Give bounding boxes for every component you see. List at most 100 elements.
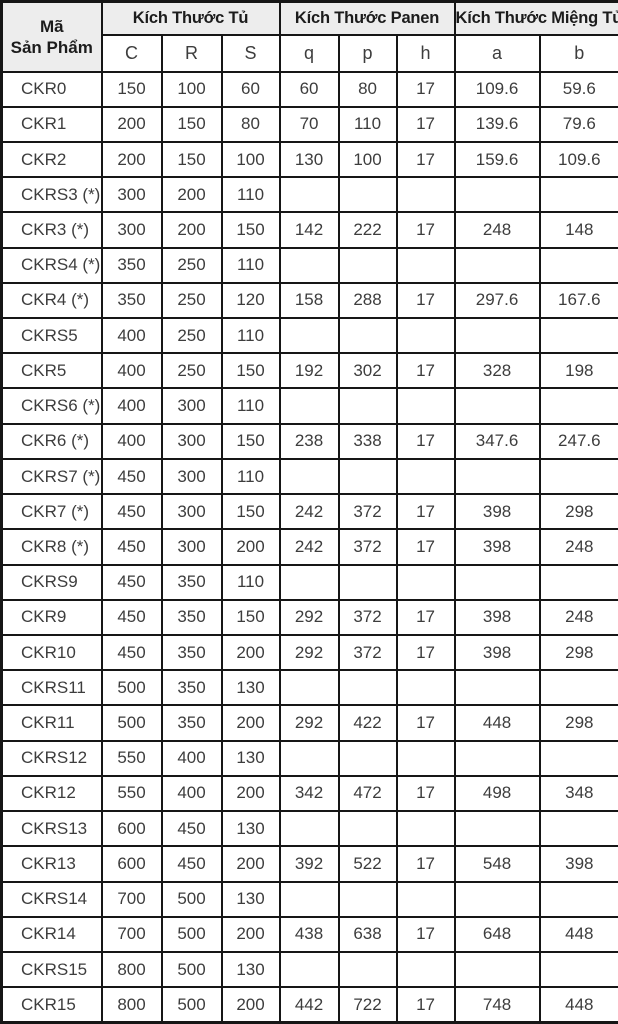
- value-cell: 17: [395, 493, 456, 531]
- value-cell: [453, 880, 541, 918]
- value-cell: 338: [337, 422, 398, 460]
- value-cell: 450: [100, 633, 163, 672]
- value-cell: 500: [100, 704, 163, 742]
- value-cell: 17: [395, 774, 456, 813]
- value-cell: 159.6: [453, 140, 541, 179]
- value-cell: 120: [220, 281, 281, 320]
- value-cell: 242: [278, 528, 340, 566]
- value-cell: 400: [100, 317, 163, 355]
- product-code-cell: CKR14: [0, 915, 103, 953]
- table-row: CKRS9 450 350 110: [0, 563, 618, 601]
- value-cell: 400: [100, 387, 163, 425]
- value-cell: [278, 669, 340, 707]
- value-cell: [453, 246, 541, 284]
- value-cell: [395, 457, 456, 496]
- value-cell: 150: [100, 70, 163, 108]
- value-cell: [538, 950, 618, 989]
- table-row: CKRS5 400 250 110: [0, 317, 618, 355]
- value-cell: 347.6: [453, 422, 541, 460]
- table-row: CKRS3 (*) 300 200 110: [0, 176, 618, 214]
- column-header-a: a: [453, 33, 541, 73]
- value-cell: 700: [100, 880, 163, 918]
- value-cell: 17: [395, 70, 456, 108]
- value-cell: [538, 563, 618, 601]
- value-cell: 392: [278, 845, 340, 883]
- value-cell: 372: [337, 493, 398, 531]
- value-cell: 442: [278, 986, 340, 1024]
- product-code-cell: CKR2: [0, 140, 103, 179]
- value-cell: 79.6: [538, 105, 618, 143]
- table-row: CKR3 (*) 300 200 150 142 222 17 248 148: [0, 211, 618, 249]
- value-cell: 100: [220, 140, 281, 179]
- value-cell: 300: [160, 493, 223, 531]
- value-cell: [395, 563, 456, 601]
- value-cell: 150: [160, 105, 223, 143]
- product-code-cell: CKRS12: [0, 739, 103, 777]
- value-cell: 100: [160, 70, 223, 108]
- value-cell: 350: [100, 246, 163, 284]
- value-cell: 302: [337, 352, 398, 390]
- table-row: CKR14 700 500 200 438 638 17 648 448: [0, 915, 618, 953]
- column-header-R: R: [160, 33, 223, 73]
- value-cell: [453, 950, 541, 989]
- value-cell: [395, 317, 456, 355]
- group-header-panel-size: Kích Thước Panen: [278, 0, 456, 36]
- value-cell: 110: [220, 457, 281, 496]
- value-cell: [337, 387, 398, 425]
- value-cell: 17: [395, 140, 456, 179]
- value-cell: 348: [538, 774, 618, 813]
- value-cell: 550: [100, 739, 163, 777]
- value-cell: 130: [220, 669, 281, 707]
- value-cell: [337, 563, 398, 601]
- value-cell: 130: [220, 950, 281, 989]
- value-cell: [453, 176, 541, 214]
- value-cell: 17: [395, 915, 456, 953]
- table-row: CKRS4 (*) 350 250 110: [0, 246, 618, 284]
- value-cell: 110: [220, 387, 281, 425]
- product-code-cell: CKR11: [0, 704, 103, 742]
- value-cell: [278, 739, 340, 777]
- value-cell: [337, 669, 398, 707]
- value-cell: [337, 317, 398, 355]
- value-cell: 600: [100, 845, 163, 883]
- value-cell: 110: [220, 246, 281, 284]
- value-cell: 548: [453, 845, 541, 883]
- value-cell: 148: [538, 211, 618, 249]
- value-cell: [337, 950, 398, 989]
- value-cell: 448: [538, 986, 618, 1024]
- value-cell: 297.6: [453, 281, 541, 320]
- value-cell: 450: [160, 810, 223, 848]
- value-cell: 17: [395, 105, 456, 143]
- value-cell: 17: [395, 845, 456, 883]
- value-cell: 600: [100, 810, 163, 848]
- value-cell: 200: [220, 704, 281, 742]
- value-cell: 200: [100, 105, 163, 143]
- value-cell: 292: [278, 598, 340, 637]
- value-cell: 250: [160, 246, 223, 284]
- value-cell: [278, 563, 340, 601]
- product-code-cell: CKRS15: [0, 950, 103, 989]
- value-cell: 200: [220, 986, 281, 1024]
- product-code-header-line1: Mã: [39, 16, 64, 36]
- value-cell: 448: [538, 915, 618, 953]
- value-cell: [278, 457, 340, 496]
- value-cell: 17: [395, 422, 456, 460]
- value-cell: 398: [453, 528, 541, 566]
- value-cell: 350: [160, 598, 223, 637]
- value-cell: 342: [278, 774, 340, 813]
- value-cell: 398: [453, 598, 541, 637]
- value-cell: [278, 246, 340, 284]
- value-cell: 748: [453, 986, 541, 1024]
- value-cell: [453, 457, 541, 496]
- product-code-cell: CKRS13: [0, 810, 103, 848]
- value-cell: [278, 387, 340, 425]
- value-cell: 130: [220, 810, 281, 848]
- table-row: CKRS13 600 450 130: [0, 810, 618, 848]
- value-cell: 250: [160, 352, 223, 390]
- value-cell: [395, 880, 456, 918]
- product-code-cell: CKRS11: [0, 669, 103, 707]
- value-cell: 400: [100, 422, 163, 460]
- value-cell: 500: [100, 669, 163, 707]
- value-cell: [337, 810, 398, 848]
- value-cell: 398: [538, 845, 618, 883]
